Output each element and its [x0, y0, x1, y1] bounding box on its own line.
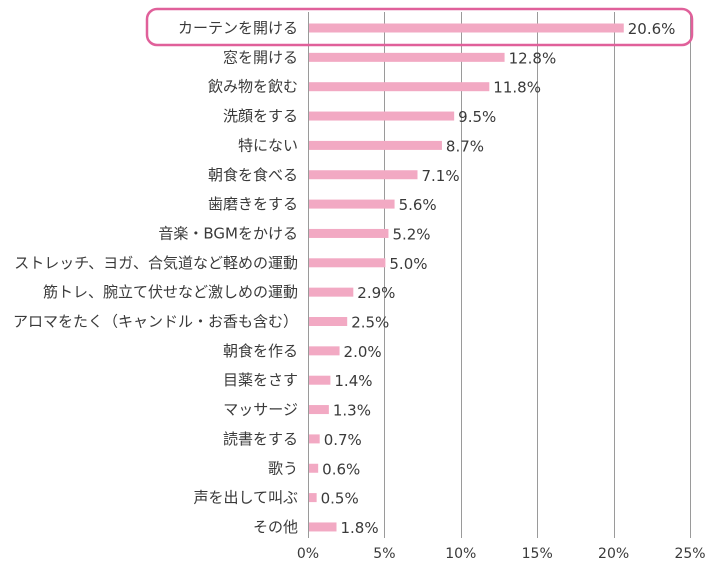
category-label-11: 朝食を作る	[223, 342, 298, 360]
value-labels: 20.6% 12.8% 11.8% 9.5% 8.7% 7.1% 5.6% 5.2% 5.0% 2…	[321, 20, 676, 537]
category-label-13: マッサージ	[223, 401, 298, 419]
category-label-17: その他	[253, 518, 298, 536]
value-label-3: 9.5%	[458, 108, 496, 126]
value-label-16: 0.5%	[321, 490, 359, 508]
bar-3	[309, 111, 455, 121]
value-label-9: 2.9%	[357, 284, 395, 302]
category-label-9: 筋トレ、腕立て伏せなど激しめの運動	[43, 283, 298, 301]
value-label-6: 5.6%	[399, 196, 437, 214]
x-tick-label-4: 20%	[598, 546, 629, 562]
x-axis-ticks: 0% 5% 10% 15% 20% 25%	[297, 546, 706, 562]
category-label-0: カーテンを開ける	[178, 19, 298, 37]
value-label-8: 5.0%	[389, 255, 427, 273]
value-label-14: 0.7%	[324, 431, 362, 449]
bar-4	[309, 140, 442, 150]
bar-5	[309, 170, 418, 180]
category-label-8: ストレッチ、ヨガ、合気道など軽めの運動	[14, 254, 298, 272]
bar-12	[309, 375, 331, 385]
bar-15	[309, 463, 319, 473]
bar-2	[309, 82, 490, 92]
bar-0	[309, 23, 624, 33]
category-label-3: 洗顔をする	[223, 107, 298, 125]
value-label-0: 20.6%	[628, 20, 676, 38]
value-label-7: 5.2%	[392, 225, 430, 243]
value-label-11: 2.0%	[344, 343, 382, 361]
bar-9	[309, 287, 354, 297]
category-label-5: 朝食を食べる	[208, 166, 298, 184]
category-label-15: 歌う	[268, 459, 298, 477]
value-label-5: 7.1%	[421, 167, 459, 185]
bar-14	[309, 434, 320, 444]
category-label-16: 声を出して叫ぶ	[193, 489, 298, 507]
value-label-2: 11.8%	[493, 79, 541, 97]
category-label-12: 目薬をさす	[223, 371, 298, 389]
x-tick-label-0: 0%	[297, 546, 319, 562]
category-label-14: 読書をする	[223, 430, 298, 448]
category-label-7: 音楽・BGMをかける	[158, 224, 298, 242]
category-labels: カーテンを開ける窓を開ける飲み物を飲む洗顔をする特にない朝食を食べる歯磨きをする…	[13, 19, 298, 536]
value-label-12: 1.4%	[334, 372, 372, 390]
value-label-13: 1.3%	[333, 402, 371, 420]
bar-13	[309, 405, 329, 415]
category-label-2: 飲み物を飲む	[208, 78, 298, 96]
category-label-10: アロマをたく（キャンドル・お香も含む）	[13, 313, 298, 331]
category-label-6: 歯磨きをする	[208, 195, 298, 213]
value-label-17: 1.8%	[341, 519, 379, 537]
bar-8	[309, 258, 386, 268]
bar-10	[309, 317, 348, 326]
x-tick-label-3: 15%	[522, 546, 553, 562]
category-label-1: 窓を開ける	[223, 48, 298, 66]
highlight-box	[145, 7, 694, 47]
bar-6	[309, 199, 395, 209]
bar-7	[309, 228, 389, 238]
value-label-15: 0.6%	[322, 460, 360, 478]
x-tick-label-2: 10%	[445, 546, 476, 562]
x-tick-label-1: 5%	[373, 546, 395, 562]
value-label-10: 2.5%	[351, 314, 389, 332]
grid-layer	[308, 12, 691, 538]
category-label-4: 特にない	[238, 136, 298, 154]
value-label-4: 8.7%	[446, 137, 484, 155]
bars-layer	[309, 23, 624, 532]
x-tick-label-5: 25%	[674, 546, 705, 562]
value-label-1: 12.8%	[509, 49, 557, 67]
bar-1	[309, 52, 505, 62]
bar-16	[309, 493, 317, 503]
bar-17	[309, 522, 337, 532]
bar-11	[309, 346, 340, 356]
